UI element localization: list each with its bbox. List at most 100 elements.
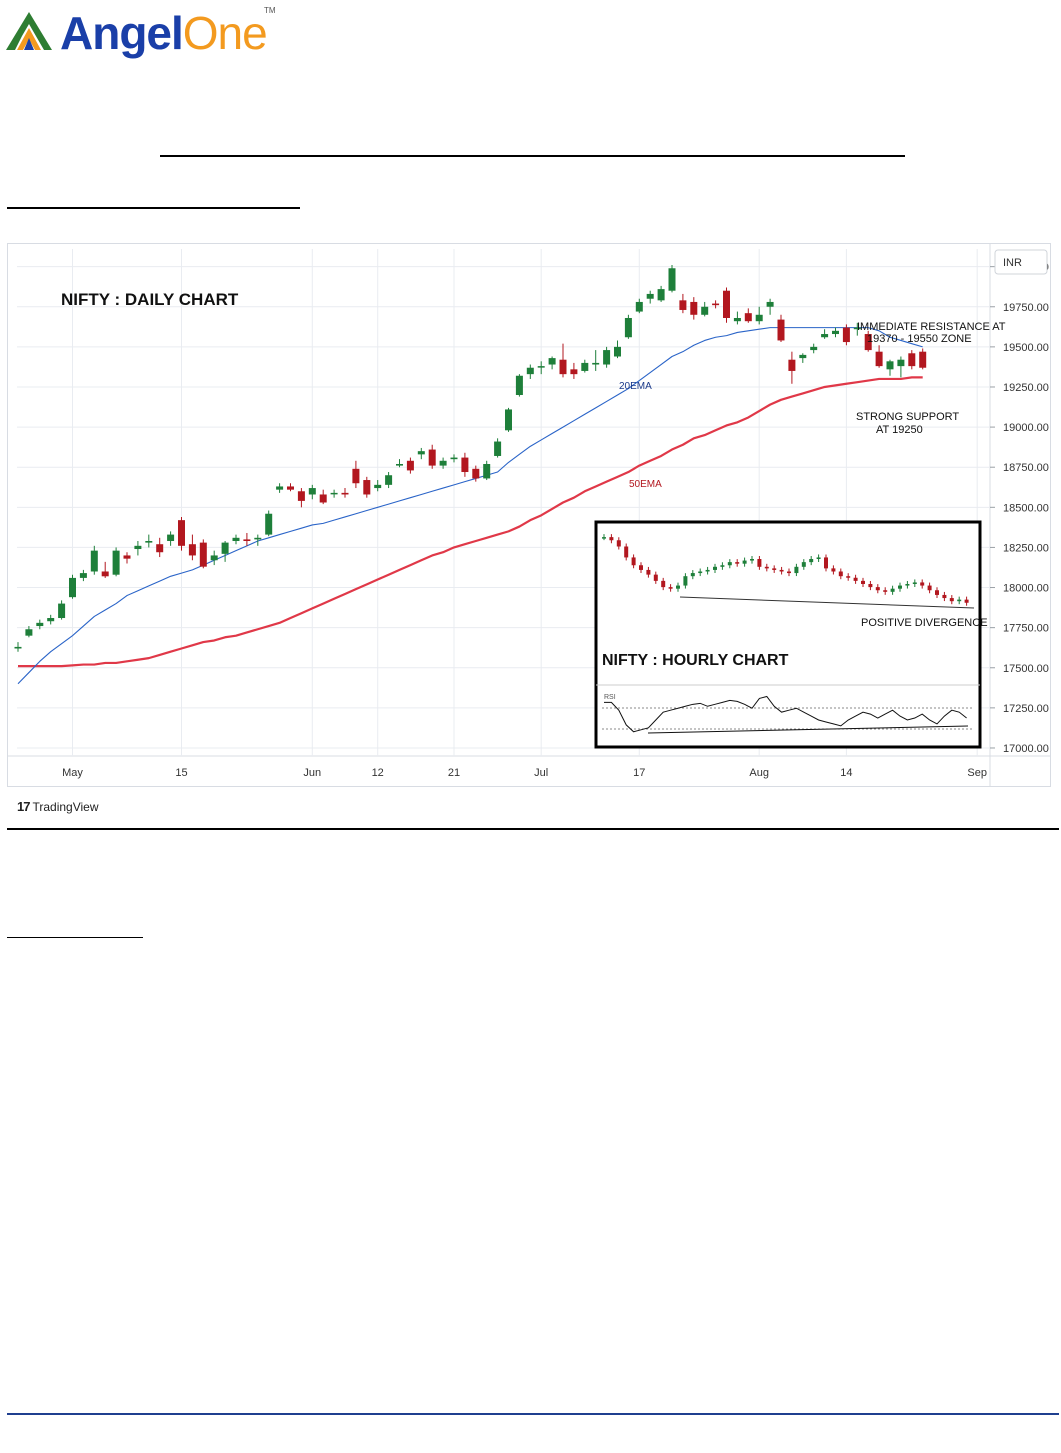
x-tick-label: 15 <box>175 767 187 779</box>
hourly-candle-body <box>764 566 769 569</box>
hourly-candle-body <box>713 566 717 570</box>
hourly-candle-body <box>602 537 606 539</box>
candle-body <box>36 622 44 627</box>
y-tick-label: 19750.00 <box>1003 302 1049 314</box>
hourly-candle-body <box>816 557 821 559</box>
y-tick-label: 19000.00 <box>1003 422 1049 434</box>
positive-divergence-label: POSITIVE DIVERGENCE <box>861 617 988 629</box>
chart-border <box>7 243 1051 787</box>
hourly-candle-body <box>676 585 680 589</box>
candle-body <box>47 618 55 622</box>
candle-body <box>123 555 131 559</box>
hourly-candle-body <box>898 585 902 589</box>
candle-body <box>178 520 185 546</box>
x-tick-label: May <box>62 767 83 779</box>
candle-body <box>276 486 284 490</box>
hourly-candle-body <box>809 559 814 563</box>
x-tick-label: Jul <box>534 767 548 779</box>
candle-body <box>374 484 382 489</box>
brand-part1: Angel <box>60 7 184 59</box>
candle-body <box>897 359 905 367</box>
tradingview-attribution: 17 TradingView <box>17 799 99 814</box>
y-tick-label: 18000.00 <box>1003 583 1049 595</box>
hourly-candle-body <box>772 568 777 570</box>
hourly-candle-body <box>853 577 858 581</box>
y-tick-label: 17000.00 <box>1003 743 1049 755</box>
candle-body <box>112 550 120 575</box>
support-annotation-line2: AT 19250 <box>876 424 923 436</box>
candle-body <box>265 513 273 535</box>
candle-body <box>221 542 229 554</box>
candle-body <box>570 369 578 375</box>
candle-body <box>210 555 218 561</box>
candle-body <box>548 358 556 365</box>
footer-line <box>7 1413 1059 1415</box>
x-tick-label: Sep <box>967 767 987 779</box>
y-tick-label: 17750.00 <box>1003 623 1049 635</box>
hourly-candle-body <box>905 584 910 586</box>
candle-body <box>254 537 262 540</box>
hourly-candle-body <box>846 576 851 578</box>
candle-body <box>646 293 654 299</box>
hourly-candle-body <box>616 540 621 547</box>
y-tick-label: 19500.00 <box>1003 342 1049 354</box>
ema50-line <box>18 376 923 668</box>
candle-body <box>79 573 87 578</box>
candle-body <box>886 361 894 370</box>
hourly-candle-body <box>727 562 732 566</box>
candle-body <box>701 306 709 315</box>
hourly-candle-body <box>735 562 740 564</box>
candle-body <box>592 362 600 365</box>
hourly-candle-body <box>609 537 614 541</box>
candle-body <box>712 303 720 306</box>
candle-body <box>406 460 414 471</box>
candle-body <box>428 449 436 466</box>
candle-body <box>537 366 545 368</box>
hourly-candle-body <box>698 571 703 574</box>
hourly-candle-body <box>750 559 754 561</box>
candle-body <box>679 300 687 310</box>
chart-title: NIFTY : DAILY CHART <box>61 290 239 309</box>
hourly-candle-body <box>875 587 880 591</box>
hourly-price-trendline <box>679 596 975 609</box>
candle-body <box>733 317 741 322</box>
candle-body <box>810 346 818 351</box>
hourly-candle-body <box>883 590 888 592</box>
candle-body <box>483 463 491 479</box>
hourly-candle-body <box>668 587 673 589</box>
candle-body <box>417 451 425 455</box>
y-tick-label: 19250.00 <box>1003 382 1049 394</box>
hourly-candle-body <box>653 574 658 581</box>
hourly-candle-body <box>720 565 725 567</box>
candle-body <box>559 359 567 375</box>
currency-label: INR <box>1003 257 1022 269</box>
hourly-candle-body <box>824 557 828 569</box>
hourly-candle-body <box>890 588 895 592</box>
x-tick-label: Jun <box>303 767 321 779</box>
candle-body <box>341 492 349 495</box>
candle-body <box>766 301 774 307</box>
candle-body <box>396 463 403 466</box>
candle-body <box>25 629 33 636</box>
candle-body <box>69 577 76 598</box>
candle-body <box>330 492 338 495</box>
title-rule <box>160 155 905 157</box>
hourly-candle-body <box>690 573 695 577</box>
hourly-candle-body <box>794 566 799 574</box>
hourly-candle-body <box>683 576 688 586</box>
candle-body <box>908 353 916 367</box>
candle-body <box>919 351 927 368</box>
hourly-inset-frame <box>594 520 982 749</box>
candle-body <box>864 334 872 351</box>
candle-body <box>243 539 251 542</box>
candle-body <box>668 268 676 291</box>
hourly-chart-title: NIFTY : HOURLY CHART <box>602 652 789 669</box>
candle-body <box>494 441 502 456</box>
hourly-candle-body <box>920 582 925 586</box>
y-tick-label: 17500.00 <box>1003 663 1049 675</box>
candle-body <box>101 571 109 577</box>
support-annotation-line1: STRONG SUPPORT <box>856 411 959 423</box>
ema20-label: 20EMA <box>619 381 652 392</box>
x-tick-label: 17 <box>633 767 645 779</box>
x-tick-label: 12 <box>372 767 384 779</box>
